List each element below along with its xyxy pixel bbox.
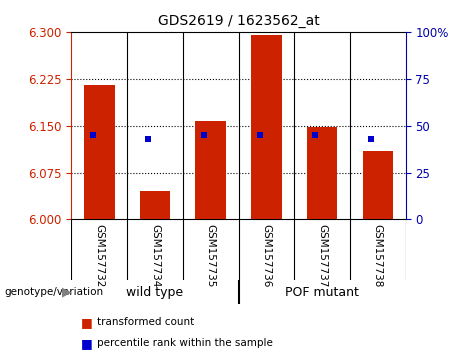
Bar	[251, 35, 282, 219]
Bar	[362, 151, 393, 219]
Text: GSM157734: GSM157734	[150, 224, 160, 288]
Bar	[84, 85, 115, 219]
Text: percentile rank within the sample: percentile rank within the sample	[97, 338, 273, 348]
Text: GSM157735: GSM157735	[206, 224, 216, 288]
Text: POF mutant: POF mutant	[285, 286, 359, 298]
Text: ■: ■	[81, 337, 92, 350]
Text: GSM157738: GSM157738	[373, 224, 383, 288]
Text: GSM157736: GSM157736	[261, 224, 272, 288]
Text: GSM157732: GSM157732	[95, 224, 104, 288]
Text: ▶: ▶	[62, 286, 72, 298]
Text: genotype/variation: genotype/variation	[5, 287, 104, 297]
Bar	[307, 127, 337, 219]
Text: transformed count: transformed count	[97, 317, 194, 327]
Text: ■: ■	[81, 316, 92, 329]
Text: GSM157737: GSM157737	[317, 224, 327, 288]
Text: wild type: wild type	[126, 286, 183, 298]
Title: GDS2619 / 1623562_at: GDS2619 / 1623562_at	[158, 14, 319, 28]
Bar	[195, 121, 226, 219]
Bar	[140, 191, 170, 219]
